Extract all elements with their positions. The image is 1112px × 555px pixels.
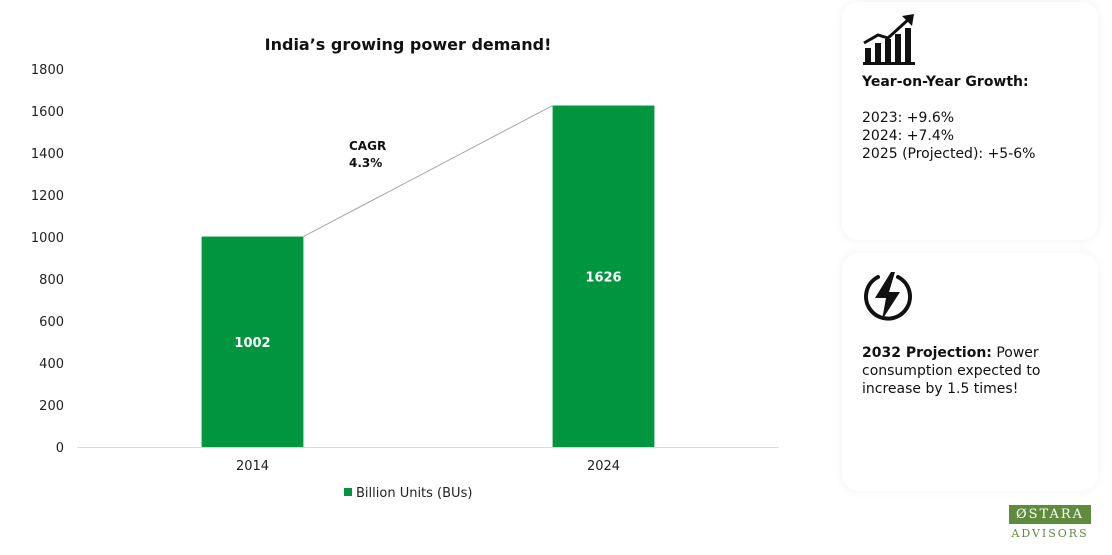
growth-item: 2023: +9.6% xyxy=(862,110,955,126)
logo-wordmark-top: ØSTARA xyxy=(1009,505,1091,524)
y-tick-label: 0 xyxy=(56,441,64,456)
growth-heading: Year-on-Year Growth: xyxy=(862,74,1029,90)
cagr-label: CAGR xyxy=(349,139,386,153)
bar-value-label: 1002 xyxy=(234,336,270,351)
legend: Billion Units (BUs) xyxy=(344,486,472,501)
logo-wordmark-bottom: ADVISORS xyxy=(1011,527,1089,540)
y-tick-label: 1400 xyxy=(31,147,64,162)
cagr-value: 4.3% xyxy=(349,156,382,170)
y-tick-label: 1200 xyxy=(31,189,64,204)
projection-heading: 2032 Projection: xyxy=(862,345,992,361)
projection-panel: 2032 Projection: Power consumption expec… xyxy=(842,253,1098,491)
growth-item: 2025 (Projected): +5-6% xyxy=(862,146,1036,162)
bar xyxy=(552,105,655,447)
x-axis: 2014 2024 xyxy=(236,459,620,474)
y-tick-label: 1000 xyxy=(31,231,64,246)
ostara-advisors-logo: ØSTARA ADVISORS xyxy=(1009,505,1091,541)
chart-title: India’s growing power demand! xyxy=(265,35,552,54)
legend-label: Billion Units (BUs) xyxy=(356,486,472,501)
growth-panel: Year-on-Year Growth: 2023: +9.6% 2024: +… xyxy=(842,2,1098,240)
growth-item: 2024: +7.4% xyxy=(862,128,955,144)
y-axis: 0 200 400 600 800 1000 1200 1400 1600 1800 xyxy=(31,63,64,456)
x-tick-label: 2024 xyxy=(587,459,620,474)
growth-chart-icon xyxy=(863,14,915,65)
y-tick-label: 1800 xyxy=(31,63,64,78)
legend-swatch xyxy=(344,488,352,496)
y-tick-label: 200 xyxy=(39,399,64,414)
x-tick-label: 2014 xyxy=(236,459,269,474)
bar xyxy=(201,236,304,447)
projection-text: Power consumption expected to increase b… xyxy=(862,345,1041,397)
y-tick-label: 800 xyxy=(39,273,64,288)
chart: India’s growing power demand! 0 200 400 600… xyxy=(31,35,779,501)
bars: 1002 1626 xyxy=(201,105,655,447)
bar-value-label: 1626 xyxy=(585,270,621,285)
y-tick-label: 400 xyxy=(39,357,64,372)
cagr-connector-line xyxy=(303,105,553,238)
y-tick-label: 600 xyxy=(39,315,64,330)
y-tick-label: 1600 xyxy=(31,105,64,120)
lightning-bolt-icon xyxy=(864,272,912,321)
